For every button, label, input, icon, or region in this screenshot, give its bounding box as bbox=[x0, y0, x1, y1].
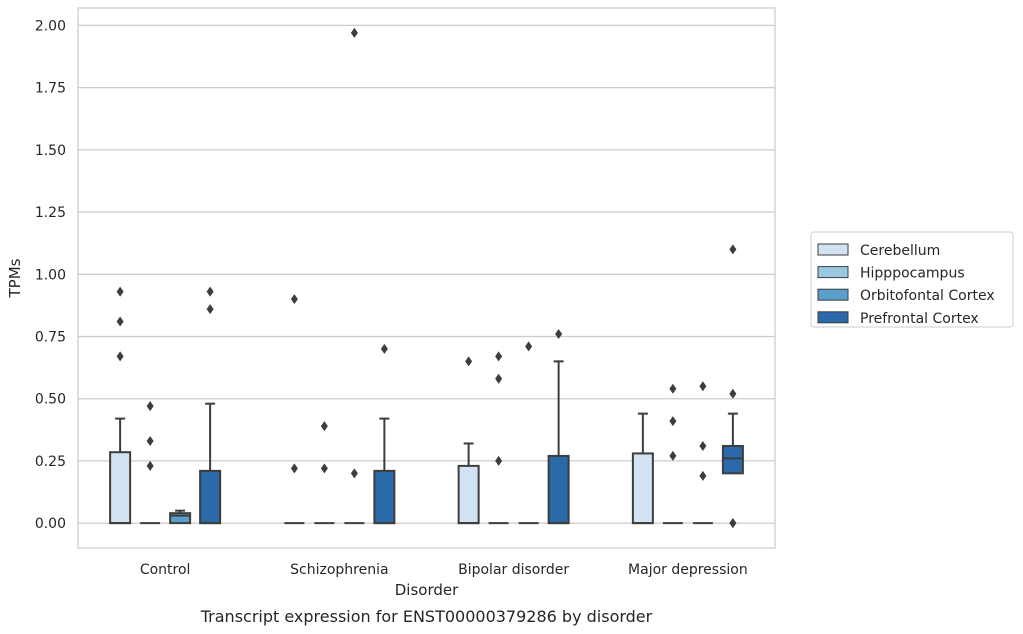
box-orbitofontal-cortex-control bbox=[169, 509, 192, 525]
box-hipppocampus-major-depression bbox=[662, 383, 683, 525]
box-body bbox=[631, 452, 654, 525]
box-body bbox=[721, 444, 744, 475]
outlier-point bbox=[495, 455, 503, 466]
legend-swatch bbox=[817, 288, 849, 301]
x-tick-label: Major depression bbox=[628, 562, 748, 578]
box-cerebellum-major-depression bbox=[631, 412, 654, 525]
box-prefrontal-cortex-schizophrenia bbox=[373, 343, 396, 525]
outlier-point bbox=[116, 286, 124, 297]
outlier-point bbox=[320, 463, 328, 474]
outlier-point bbox=[320, 421, 328, 432]
x-tick-label: Schizophrenia bbox=[290, 562, 388, 578]
box-hipppocampus-schizophrenia bbox=[314, 421, 335, 525]
outlier-point bbox=[525, 341, 533, 352]
outlier-point bbox=[699, 470, 707, 481]
box-prefrontal-cortex-major-depression bbox=[721, 244, 744, 529]
gridlines bbox=[78, 24, 775, 524]
outlier-point bbox=[350, 468, 358, 479]
outlier-point bbox=[465, 356, 473, 367]
y-tick-label: 0.25 bbox=[35, 454, 66, 470]
x-axis-title: Disorder bbox=[395, 581, 459, 599]
outlier-point bbox=[116, 351, 124, 362]
legend-label: Hipppocampus bbox=[860, 266, 965, 282]
legend: Cerebellum Hipppocampus Orbitofontal Corte… bbox=[810, 231, 1014, 328]
x-tick-label: Bipolar disorder bbox=[458, 562, 569, 578]
outlier-point bbox=[206, 304, 214, 315]
outlier-point bbox=[729, 518, 737, 529]
outlier-point bbox=[495, 351, 503, 362]
box-prefrontal-cortex-control bbox=[199, 286, 222, 525]
legend-label: Prefrontal Cortex bbox=[860, 311, 979, 327]
legend-swatch bbox=[817, 311, 849, 324]
y-tick-labels: 0.00 0.25 0.50 0.75 1.00 1.25 1.50 1.75 2.00 bbox=[35, 18, 66, 532]
outlier-point bbox=[350, 27, 358, 38]
box-hipppocampus-control bbox=[140, 401, 161, 525]
box-body bbox=[169, 512, 192, 525]
y-tick-label: 0.00 bbox=[35, 516, 66, 532]
legend-frame bbox=[810, 231, 1014, 328]
box-plots bbox=[109, 27, 744, 529]
box-body bbox=[373, 469, 396, 525]
box-cerebellum-schizophrenia bbox=[284, 294, 305, 525]
outlier-point bbox=[380, 343, 388, 354]
outlier-point bbox=[146, 435, 154, 446]
box-body bbox=[547, 454, 570, 525]
outlier-point bbox=[290, 294, 298, 305]
outlier-point bbox=[555, 328, 563, 339]
outlier-point bbox=[290, 463, 298, 474]
box-orbitofontal-cortex-bipolar-disorder bbox=[518, 341, 539, 525]
x-tick-label: Control bbox=[140, 562, 191, 578]
outlier-point bbox=[116, 316, 124, 327]
outlier-point bbox=[699, 381, 707, 392]
chart-caption: Transcript expression for ENST0000037928… bbox=[200, 607, 653, 626]
outlier-point bbox=[669, 416, 677, 427]
y-axis-title: TPMs bbox=[6, 258, 24, 298]
box-prefrontal-cortex-bipolar-disorder bbox=[547, 328, 570, 525]
outlier-point bbox=[495, 373, 503, 384]
legend-label: Orbitofontal Cortex bbox=[860, 288, 995, 304]
y-tick-label: 1.75 bbox=[35, 81, 66, 97]
outlier-point bbox=[669, 383, 677, 394]
box-body bbox=[199, 469, 222, 525]
x-tick-labels: Control Schizophrenia Bipolar disorder Majo… bbox=[140, 562, 748, 578]
outlier-point bbox=[146, 460, 154, 471]
legend-label: Cerebellum bbox=[860, 243, 940, 259]
y-tick-label: 2.00 bbox=[35, 18, 66, 34]
box-cerebellum-bipolar-disorder bbox=[457, 356, 480, 525]
plot-frame bbox=[77, 7, 776, 549]
box-orbitofontal-cortex-schizophrenia bbox=[344, 27, 365, 525]
y-tick-label: 1.50 bbox=[35, 143, 66, 159]
outlier-point bbox=[729, 244, 737, 255]
box-hipppocampus-bipolar-disorder bbox=[488, 351, 509, 525]
legend-swatch bbox=[817, 266, 849, 279]
legend-swatch bbox=[817, 243, 849, 256]
y-tick-label: 1.25 bbox=[35, 205, 66, 221]
box-body bbox=[109, 451, 132, 525]
outlier-point bbox=[206, 286, 214, 297]
outlier-point bbox=[146, 401, 154, 412]
box-body bbox=[457, 464, 480, 525]
y-tick-label: 0.50 bbox=[35, 392, 66, 408]
outlier-point bbox=[729, 388, 737, 399]
outlier-point bbox=[669, 450, 677, 461]
outlier-point bbox=[699, 440, 707, 451]
y-tick-label: 1.00 bbox=[35, 267, 66, 283]
box-orbitofontal-cortex-major-depression bbox=[692, 381, 713, 525]
box-cerebellum-control bbox=[109, 286, 132, 525]
y-tick-label: 0.75 bbox=[35, 329, 66, 345]
